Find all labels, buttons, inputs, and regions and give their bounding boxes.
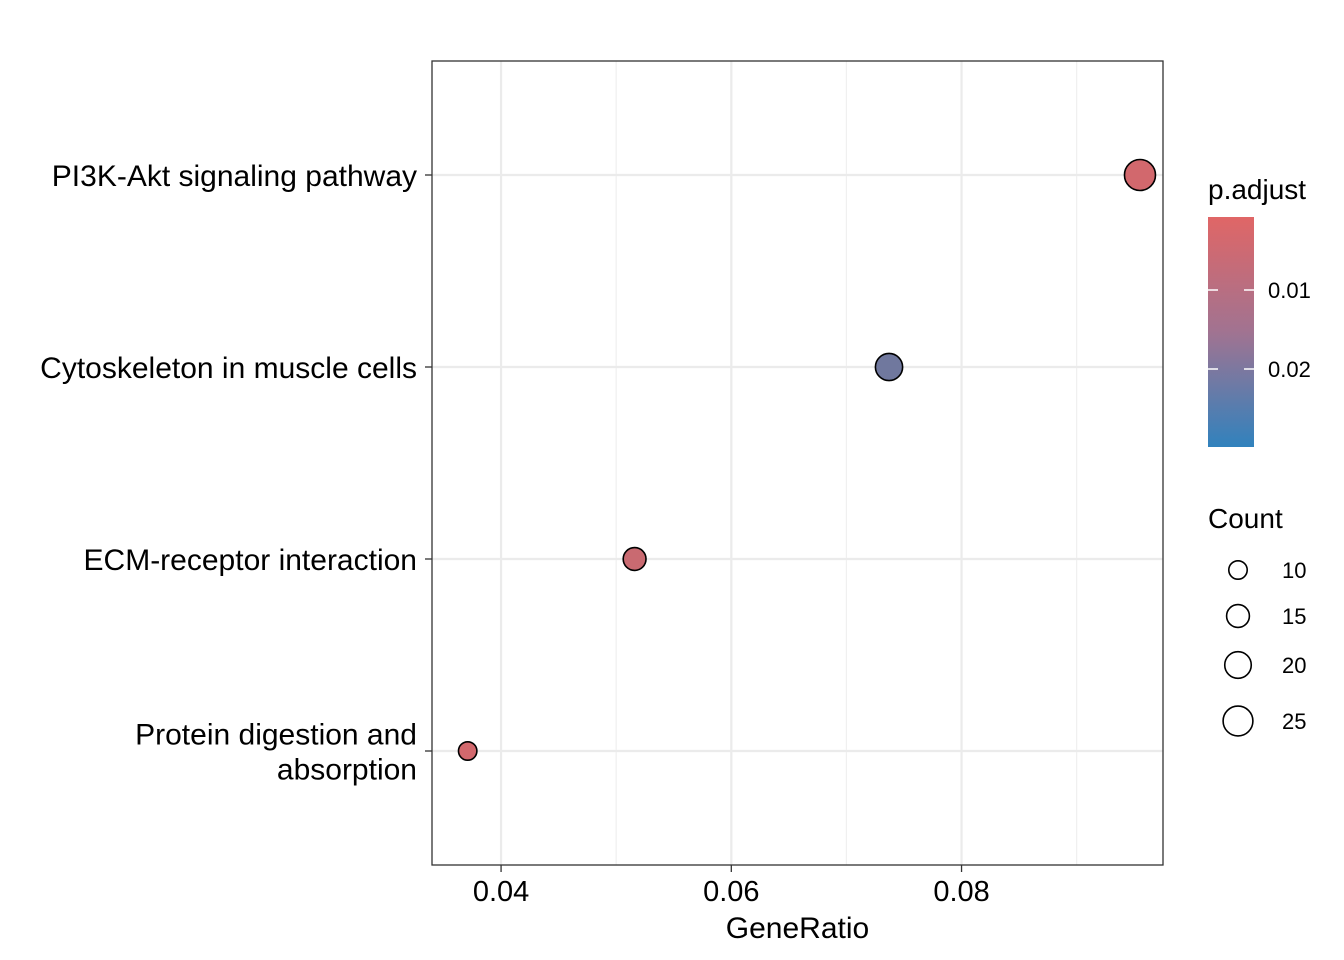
size-legend-circle: [1222, 705, 1254, 737]
plot-panel: [432, 61, 1163, 865]
color-legend: p.adjust 0.01 0.02: [1208, 174, 1311, 447]
size-legend-label: 10: [1282, 558, 1306, 583]
color-legend-ticks: 0.01 0.02: [1208, 278, 1311, 382]
y-tick-label: ECM-receptor interaction: [84, 544, 417, 577]
data-points: [457, 158, 1157, 762]
color-legend-bar: [1208, 217, 1254, 447]
plot-border: [431, 60, 1164, 866]
color-legend-title: p.adjust: [1208, 174, 1306, 205]
size-legend-circle: [1223, 650, 1253, 680]
size-legend-circle: [1227, 559, 1249, 581]
size-legend-label: 15: [1282, 604, 1306, 629]
data-point: [457, 740, 478, 762]
size-legend: Count 10 15 20 25: [1208, 503, 1306, 737]
color-legend-label: 0.01: [1268, 278, 1311, 303]
x-tick-label: 0.08: [933, 876, 989, 908]
y-tick-label: Cytoskeleton in muscle cells: [40, 352, 417, 385]
size-legend-circle: [1225, 603, 1251, 629]
y-tick-label: PI3K-Akt signaling pathway: [52, 160, 417, 193]
y-tick-label: Protein digestion and absorption: [135, 719, 417, 787]
plot-area: [431, 60, 1164, 866]
color-legend-label: 0.02: [1268, 357, 1311, 382]
size-legend-title: Count: [1208, 503, 1283, 534]
x-axis: 0.04 0.06 0.08: [473, 865, 990, 908]
size-legend-label: 20: [1282, 653, 1306, 678]
data-point: [622, 546, 647, 572]
x-axis-title: GeneRatio: [726, 912, 869, 945]
data-point: [874, 352, 904, 382]
x-tick-label: 0.04: [473, 876, 529, 908]
size-legend-items: 10 15 20 25: [1222, 558, 1306, 737]
grid-lines: [432, 61, 1163, 865]
data-point: [1123, 158, 1157, 192]
y-axis: PI3K-Akt signaling pathway Cytoskeleton i…: [40, 160, 432, 787]
size-legend-label: 25: [1282, 709, 1306, 734]
x-tick-label: 0.06: [703, 876, 759, 908]
